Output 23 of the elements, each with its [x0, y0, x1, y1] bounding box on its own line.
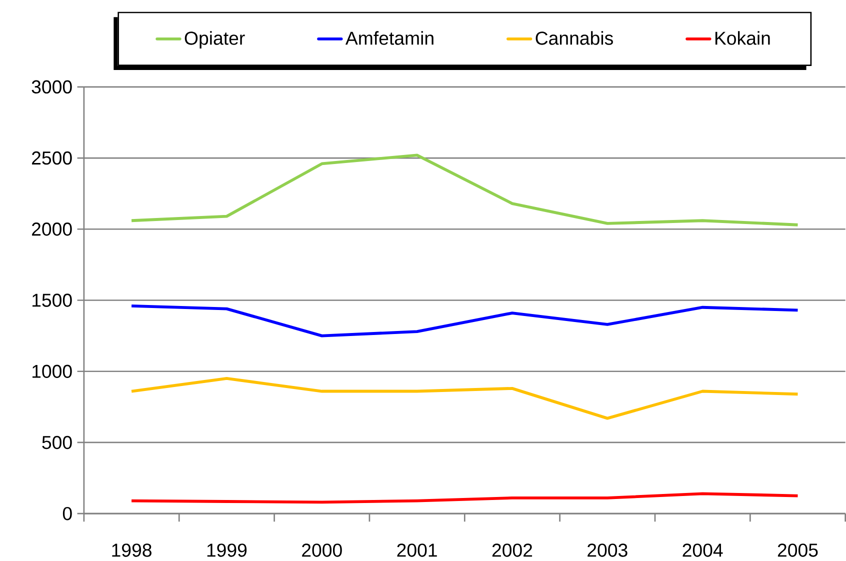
y-tick-label: 1000	[32, 364, 72, 378]
y-tick-label: 2500	[32, 151, 72, 165]
y-tick-label: 1500	[32, 294, 72, 307]
x-tick-label: 2002	[492, 543, 532, 557]
line-series	[130, 304, 800, 338]
y-tick-label: 3000	[32, 80, 72, 94]
line-series	[130, 492, 800, 504]
x-tick-label: 1999	[207, 543, 247, 557]
x-tick-label: 2003	[588, 543, 628, 557]
x-tick-label: 2000	[302, 543, 342, 557]
y-tick-label: 0	[62, 506, 72, 520]
legend-label: Kokain	[715, 31, 770, 45]
legend-label: Amfetamin	[345, 31, 434, 45]
line-series	[130, 376, 800, 420]
x-tick-label: 2004	[682, 543, 723, 557]
y-tick-label: 500	[42, 436, 72, 449]
legend-label: Opiater	[184, 31, 245, 48]
x-tick-label: 2005	[778, 543, 818, 557]
y-tick-label: 2000	[32, 222, 72, 236]
line-series	[130, 154, 800, 226]
legend-label: Cannabis	[536, 31, 613, 45]
x-tick-label: 2001	[397, 543, 437, 557]
x-tick-label: 1998	[112, 543, 152, 557]
